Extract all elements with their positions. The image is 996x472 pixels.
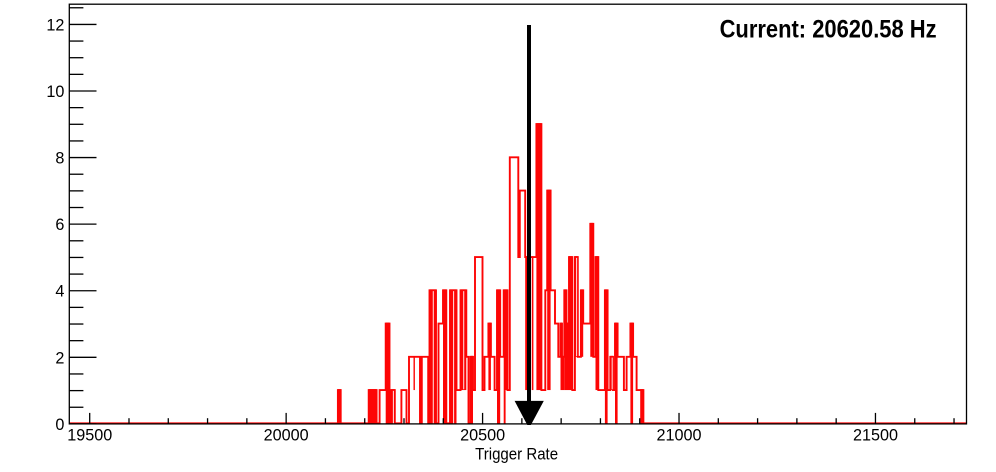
svg-text:4: 4 bbox=[55, 283, 64, 301]
svg-text:8: 8 bbox=[55, 150, 64, 168]
svg-text:6: 6 bbox=[55, 216, 64, 234]
svg-text:12: 12 bbox=[46, 16, 64, 34]
svg-text:20500: 20500 bbox=[460, 427, 505, 445]
svg-text:19500: 19500 bbox=[67, 427, 112, 445]
svg-text:20000: 20000 bbox=[264, 427, 309, 445]
svg-text:0: 0 bbox=[55, 416, 64, 434]
svg-text:Current: 20620.58 Hz: Current: 20620.58 Hz bbox=[720, 16, 937, 44]
svg-text:Trigger Rate: Trigger Rate bbox=[475, 445, 558, 463]
svg-text:21000: 21000 bbox=[657, 427, 702, 445]
svg-text:2: 2 bbox=[55, 349, 64, 367]
svg-text:10: 10 bbox=[46, 83, 64, 101]
svg-text:21500: 21500 bbox=[853, 427, 898, 445]
